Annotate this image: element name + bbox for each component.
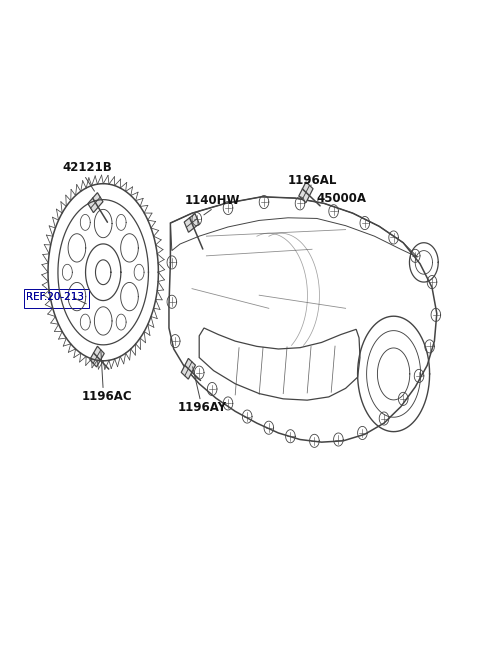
Text: 1196AL: 1196AL [288, 174, 337, 187]
Polygon shape [181, 358, 195, 379]
Polygon shape [184, 214, 199, 232]
Polygon shape [299, 182, 313, 203]
Text: 1140HW: 1140HW [185, 194, 240, 207]
Text: 1196AC: 1196AC [82, 390, 132, 403]
Text: 42121B: 42121B [62, 161, 112, 174]
Polygon shape [90, 346, 104, 367]
Polygon shape [88, 193, 103, 213]
Text: 45000A: 45000A [317, 192, 367, 205]
Text: 1196AY: 1196AY [178, 401, 227, 415]
Text: REF.20-213: REF.20-213 [26, 291, 84, 302]
Text: REF.20-213: REF.20-213 [26, 291, 84, 302]
